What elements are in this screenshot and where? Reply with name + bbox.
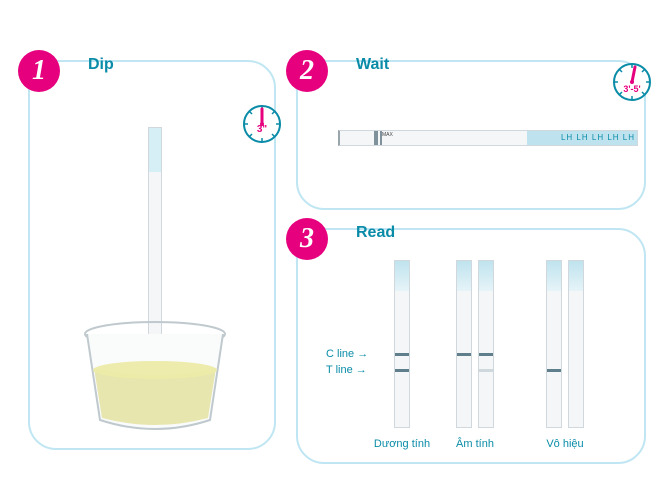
result-label-negative: Âm tính	[435, 438, 515, 450]
step-2-badge: 2	[286, 50, 328, 92]
result-strip-invalid-b	[568, 260, 584, 428]
step-1-badge: 1	[18, 50, 60, 92]
step-3-badge: 3	[286, 218, 328, 260]
clock-icon: 3'-5'	[610, 60, 654, 104]
panel-step-1: 1 Dip 3"	[28, 60, 276, 450]
result-strip-positive	[394, 260, 410, 428]
clock-1-label: 3"	[257, 124, 268, 135]
strip-max-label: MAX	[382, 133, 393, 138]
clock-icon: 3"	[240, 102, 284, 146]
result-label-invalid: Vô hiệu	[525, 438, 605, 450]
panel-step-3: 3 Read C line → T line → Dương tính Âm t…	[296, 228, 646, 464]
step-2-title: Wait	[356, 56, 389, 74]
step-3-title: Read	[356, 224, 395, 242]
panel-step-2: 2 Wait 3'-5' MAX LH LH LH LH LH	[296, 60, 646, 210]
t-line-label: T line →	[326, 364, 367, 376]
strip-pattern: LH LH LH LH LH	[561, 133, 635, 142]
result-strip-invalid-a	[546, 260, 562, 428]
result-strip-negative-b	[478, 260, 494, 428]
sample-cup	[80, 320, 230, 430]
step-1-title: Dip	[88, 56, 114, 74]
test-strip-wait: MAX LH LH LH LH LH	[338, 130, 638, 146]
result-label-positive: Dương tính	[362, 438, 442, 450]
result-strip-negative-a	[456, 260, 472, 428]
clock-2-label: 3'-5'	[623, 84, 640, 94]
c-line-label: C line →	[326, 348, 368, 360]
